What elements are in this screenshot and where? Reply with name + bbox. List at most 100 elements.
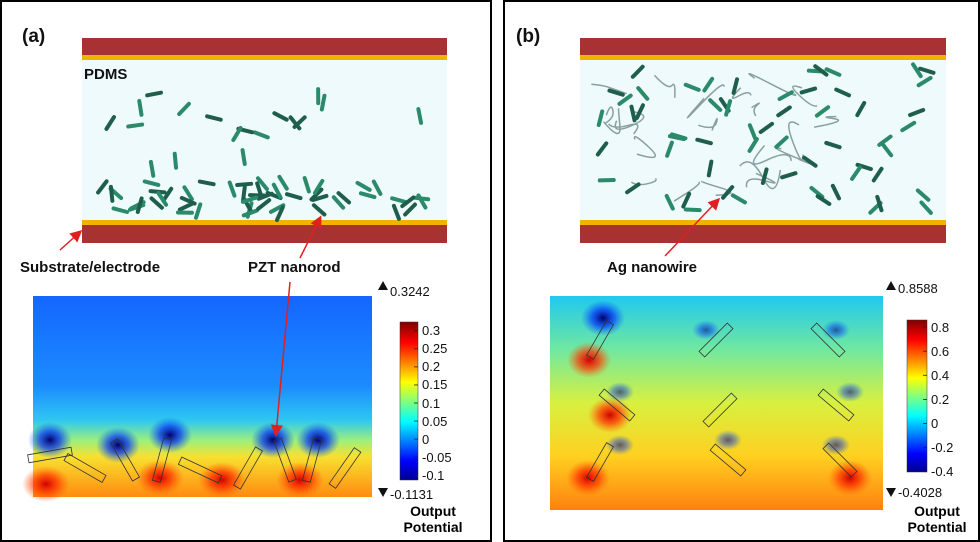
nanorod	[179, 195, 197, 206]
field-spot	[276, 462, 324, 498]
nanorod	[175, 210, 194, 215]
field-spot	[692, 320, 720, 340]
nanorod	[774, 135, 789, 149]
nanorod	[197, 179, 216, 187]
colorbar-tick-label: 0.6	[931, 343, 950, 359]
callout: Substrate/electrode	[20, 259, 161, 276]
field-spot	[136, 460, 184, 496]
nanorod	[664, 193, 675, 211]
colorbar-tick-label: 0.1	[422, 395, 441, 411]
nanorod	[194, 202, 203, 220]
nanorod	[336, 191, 352, 205]
nanorod	[371, 179, 383, 196]
nanorod	[834, 87, 852, 98]
nanorod	[416, 193, 428, 210]
rod-outline	[585, 320, 615, 360]
nanorod	[813, 64, 829, 77]
nanorod	[607, 88, 625, 97]
nanorod	[731, 77, 740, 95]
field-spot	[28, 422, 72, 458]
rod-outline	[598, 388, 636, 422]
nanorod	[288, 115, 302, 131]
nanorod	[814, 105, 831, 118]
electrode	[580, 38, 946, 55]
electrode	[580, 225, 946, 243]
colorbar-tick-label: 0	[931, 415, 939, 431]
nanorod	[824, 67, 842, 77]
nanorod	[634, 103, 645, 120]
nanorod	[145, 90, 163, 98]
colorbar	[399, 321, 419, 481]
nanorod	[311, 193, 329, 202]
field-spot	[296, 422, 340, 458]
colorbar-tick-label: 0.15	[422, 377, 448, 393]
nanorod	[721, 185, 735, 200]
nanorod	[596, 109, 605, 127]
nanorod	[104, 115, 117, 131]
nanorod	[205, 114, 223, 122]
nanorod	[918, 66, 936, 75]
callout: PZT nanorod	[248, 259, 341, 276]
nanorod	[108, 184, 115, 203]
nanorod	[255, 181, 264, 199]
panel-label: (a)	[22, 26, 46, 47]
nanorod	[900, 120, 917, 133]
colorbar-tick-label: 0.2	[422, 359, 441, 375]
nanorod	[758, 121, 775, 134]
rod-outline	[301, 437, 323, 483]
nanorod	[916, 75, 933, 88]
nanorod	[331, 195, 346, 210]
nanorod	[177, 201, 195, 212]
rod-outline	[151, 437, 173, 483]
nanowire	[607, 123, 639, 135]
nanorod	[403, 202, 417, 217]
rod-outline	[27, 446, 73, 464]
nanorod	[855, 162, 873, 172]
nanowire	[633, 136, 657, 159]
nanorod	[272, 111, 289, 122]
nanorod	[231, 126, 243, 143]
nanowire	[673, 181, 701, 202]
colorbar-tick-label: 0.8	[931, 319, 950, 335]
nanorod	[630, 64, 645, 79]
nanorod	[271, 182, 283, 200]
nanorod	[312, 178, 325, 195]
nanorod	[177, 101, 191, 116]
nanorod	[908, 107, 926, 118]
nanorod	[695, 137, 713, 146]
electrode	[82, 220, 447, 225]
nanorod	[302, 176, 311, 194]
electrode	[580, 220, 946, 225]
nanorod	[747, 137, 759, 153]
nanowire	[745, 172, 776, 188]
nanorod	[241, 208, 259, 218]
nanorod	[617, 93, 633, 106]
nanorod	[182, 185, 194, 202]
nanowire	[752, 145, 792, 165]
field-spot	[22, 466, 70, 502]
field-spot	[148, 417, 192, 453]
colorbar-tick-label: -0.2	[931, 440, 954, 456]
field-spot	[714, 430, 742, 450]
nanorod	[311, 203, 327, 217]
nanowire	[591, 83, 627, 95]
max-label: 0.3242	[390, 284, 430, 299]
colorbar-tick-label: 0.05	[422, 413, 448, 429]
nanowire	[602, 108, 621, 135]
field-spot	[581, 300, 625, 336]
nanorod	[871, 166, 884, 183]
nanorod	[149, 196, 164, 210]
nanorod	[702, 76, 715, 93]
nanowire	[788, 121, 804, 161]
nanorod	[142, 179, 161, 187]
nanorod	[747, 123, 758, 141]
nanorod	[824, 140, 842, 150]
nanorod	[256, 198, 272, 211]
nanowire	[653, 74, 676, 98]
field-spot	[836, 382, 864, 402]
rod-outline	[810, 322, 846, 358]
nanorod	[683, 207, 702, 213]
nanorod	[416, 107, 424, 125]
